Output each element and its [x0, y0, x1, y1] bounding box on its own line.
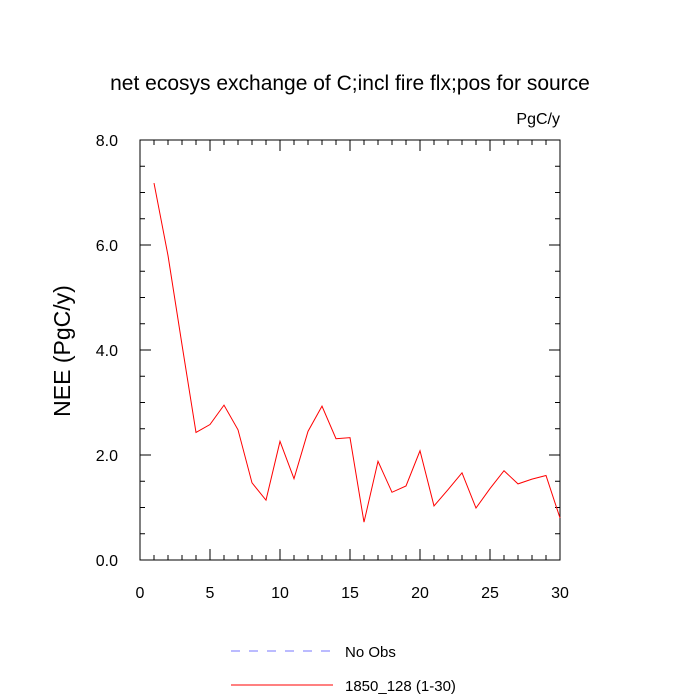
x-tick-label: 5	[206, 585, 215, 602]
tick-labels: 0 5 10 15 20 25 30 0.0 2.0 4.0 6.0 8.0	[96, 133, 569, 602]
axis-ticks	[139, 139, 561, 561]
series-layer	[153, 182, 561, 523]
y-tick-label: 0.0	[96, 553, 118, 570]
x-tick-label: 15	[341, 585, 359, 602]
x-tick-label: 25	[481, 585, 499, 602]
y-tick-label: 6.0	[96, 238, 118, 255]
units-label: PgC/y	[516, 111, 560, 128]
series-line	[153, 182, 561, 523]
x-tick-label: 30	[551, 585, 569, 602]
plot-frame	[139, 139, 561, 561]
x-tick-label: 20	[411, 585, 429, 602]
y-tick-label: 8.0	[96, 133, 118, 150]
x-tick-label: 0	[136, 585, 145, 602]
legend-label: No Obs	[345, 644, 396, 661]
y-tick-label: 2.0	[96, 448, 118, 465]
legend-label: 1850_128 (1-30)	[345, 678, 456, 695]
y-tick-label: 4.0	[96, 343, 118, 360]
legend: No Obs 1850_128 (1-30)	[231, 644, 456, 695]
x-tick-label: 10	[271, 585, 289, 602]
y-axis-label: NEE (PgC/y)	[49, 285, 75, 417]
chart-title: net ecosys exchange of C;incl fire flx;p…	[110, 72, 590, 95]
